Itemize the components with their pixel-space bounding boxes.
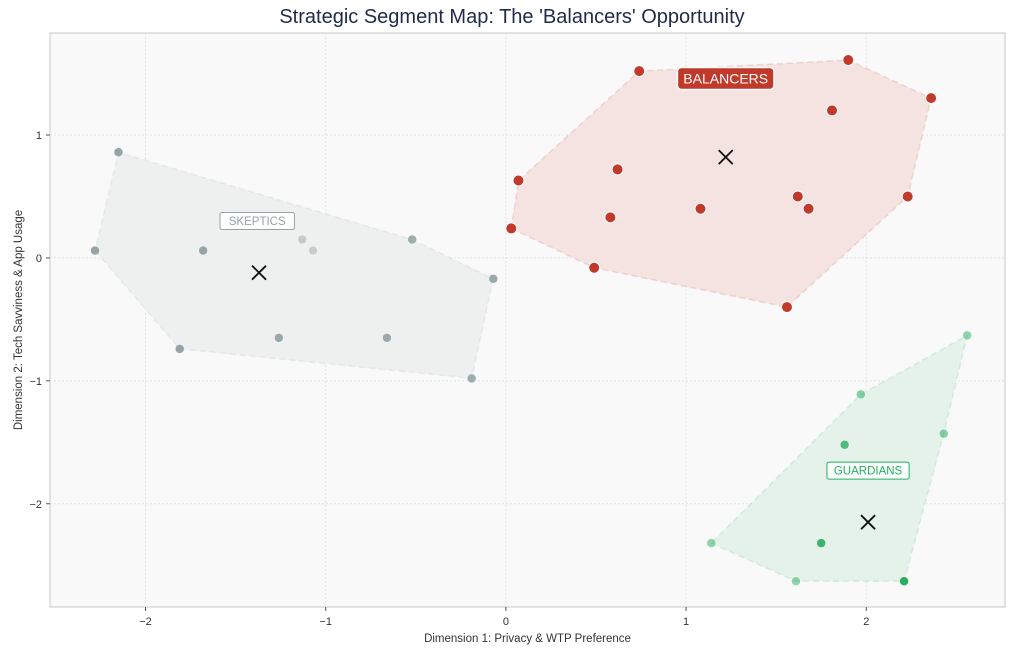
x-tick-label: 0 xyxy=(503,616,509,628)
skeptics-point xyxy=(407,234,417,245)
balancers-point xyxy=(633,65,646,78)
balancers-point xyxy=(611,163,624,176)
guardians-point xyxy=(938,428,949,439)
balancers-point xyxy=(694,202,707,215)
balancers-point xyxy=(512,174,525,187)
balancers-point xyxy=(588,261,601,274)
balancers-centroid-marker xyxy=(718,149,734,165)
balancers-point xyxy=(925,92,938,105)
centroid-x-icon xyxy=(860,514,876,530)
balancers-point xyxy=(842,54,855,67)
guardians-label: GUARDIANS xyxy=(834,466,903,478)
chart-title: Strategic Segment Map: The 'Balancers' O… xyxy=(279,6,745,28)
guardians-point xyxy=(816,538,826,548)
balancers-label: BALANCERS xyxy=(683,71,768,87)
y-tick-label: −2 xyxy=(29,499,42,511)
balancers-point xyxy=(505,222,518,235)
balancers-point xyxy=(901,190,914,203)
skeptics-centroid-marker xyxy=(251,265,267,281)
skeptics-point xyxy=(382,333,392,343)
skeptics-point xyxy=(174,344,185,354)
balancers-point xyxy=(826,104,839,117)
balancers-point xyxy=(604,211,617,224)
x-tick-label: −1 xyxy=(319,616,332,628)
balancers-point xyxy=(780,301,793,314)
guardians-centroid-marker xyxy=(860,514,876,530)
skeptics-point xyxy=(466,373,477,384)
segment-skeptics: SKEPTICS xyxy=(90,147,499,384)
guardians-point xyxy=(706,538,717,548)
y-axis-label: Dimension 2: Tech Savviness & App Usage xyxy=(13,210,25,430)
x-tick-label: 2 xyxy=(863,616,869,628)
x-tick-label: 1 xyxy=(683,616,689,628)
balancers-point xyxy=(791,190,804,203)
skeptics-label-box xyxy=(219,212,295,231)
x-tick-label: −2 xyxy=(139,616,152,628)
guardians-point xyxy=(856,389,866,400)
skeptics-point xyxy=(297,234,308,245)
skeptics-point xyxy=(90,245,100,256)
skeptics-point xyxy=(308,245,318,256)
guardians-point xyxy=(839,440,850,450)
y-tick-label: −1 xyxy=(29,376,42,388)
balancers-point xyxy=(802,202,815,215)
segment-guardians: GUARDIANS xyxy=(706,330,972,586)
skeptics-point xyxy=(113,147,124,157)
guardians-point xyxy=(791,576,801,586)
skeptics-point xyxy=(274,333,284,343)
y-tick-label: 1 xyxy=(36,130,42,142)
centroid-x-icon xyxy=(718,149,734,165)
skeptics-label: SKEPTICS xyxy=(229,216,286,228)
guardians-point xyxy=(962,330,972,341)
guardians-point xyxy=(899,576,909,586)
guardians-label-box xyxy=(826,461,910,480)
x-axis-label: Dimension 1: Privacy & WTP Preference xyxy=(424,633,631,645)
skeptics-point xyxy=(488,274,499,284)
balancers-label-box xyxy=(676,66,775,91)
segment-balancers: BALANCERS xyxy=(505,54,938,314)
y-tick-label: 0 xyxy=(36,253,42,265)
skeptics-point xyxy=(198,245,208,256)
centroid-x-icon xyxy=(251,265,267,281)
